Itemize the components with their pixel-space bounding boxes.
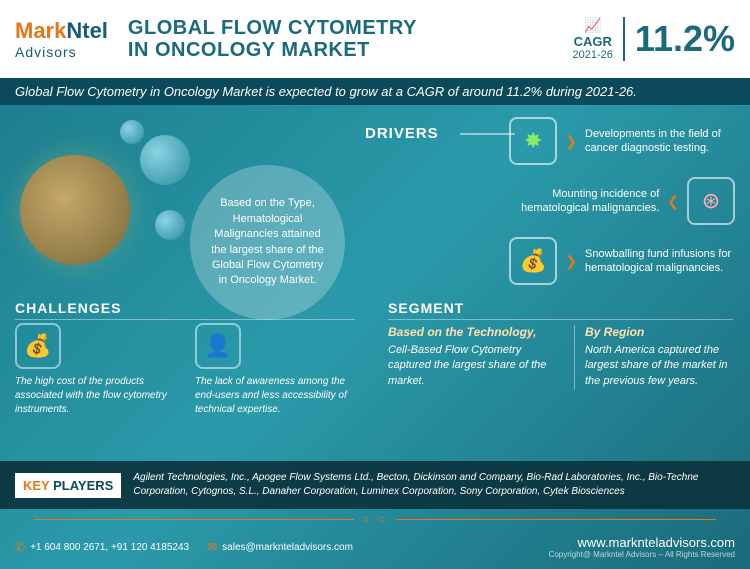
cell-small-icon bbox=[140, 135, 190, 185]
vertical-divider bbox=[574, 325, 575, 390]
bubble-text: Based on the Type, Hematological Maligna… bbox=[208, 196, 327, 288]
segment-heading: SEGMENT bbox=[388, 300, 733, 320]
main-content: Based on the Type, Hematological Maligna… bbox=[0, 105, 750, 395]
footer-right: www.marknteladvisors.com Copyright@ Mark… bbox=[549, 535, 735, 559]
blood-cells-icon: ⊛ bbox=[687, 177, 735, 225]
logo: MarkNtel Advisors bbox=[15, 18, 108, 60]
kp-players: PLAYERS bbox=[53, 478, 113, 493]
challenge-text-2: The lack of awareness among the end-user… bbox=[195, 375, 355, 417]
footer-url: www.marknteladvisors.com bbox=[549, 535, 735, 550]
key-players-list: Agilent Technologies, Inc., Apogee Flow … bbox=[133, 471, 735, 499]
chevron-right-icon: ❯ bbox=[565, 133, 577, 150]
cell-tiny-icon bbox=[120, 120, 144, 144]
logo-main: MarkNtel bbox=[15, 18, 108, 44]
cancer-cell-icon bbox=[20, 155, 130, 265]
email-text: sales@marknteladvisors.com bbox=[222, 542, 353, 553]
money-icon: 💰 bbox=[509, 237, 557, 285]
drivers-heading: DRIVERS bbox=[365, 125, 439, 142]
chevron-left-icon: ❮ bbox=[667, 193, 679, 210]
challenges-heading: CHALLENGES bbox=[15, 300, 355, 320]
challenge-text-1: The high cost of the products associated… bbox=[15, 375, 175, 417]
segment-text-2: North America captured the largest share… bbox=[585, 343, 733, 389]
driver-item-2: Mounting incidence of hematological mali… bbox=[509, 177, 735, 225]
title-block: GLOBAL FLOW CYTOMETRYIN ONCOLOGY MARKET bbox=[128, 17, 573, 61]
cagr-block: 📈 CAGR 2021-26 11.2% bbox=[573, 17, 735, 61]
segment-head-2: By Region bbox=[585, 325, 733, 339]
cagr-label: 📈 CAGR 2021-26 bbox=[573, 17, 625, 61]
title: GLOBAL FLOW CYTOMETRYIN ONCOLOGY MARKET bbox=[128, 17, 573, 61]
cell-tiny-icon bbox=[155, 210, 185, 240]
banner: Global Flow Cytometry in Oncology Market… bbox=[0, 78, 750, 105]
awareness-icon: 👤 bbox=[195, 323, 241, 369]
footer-phone: ✆ +1 604 800 2671, +91 120 4185243 bbox=[15, 540, 189, 554]
driver-text-1: Developments in the field of cancer diag… bbox=[585, 127, 735, 156]
footer-email: ✉ sales@marknteladvisors.com bbox=[207, 540, 353, 554]
driver-item-3: 💰 ❯ Snowballing fund infusions for hemat… bbox=[509, 237, 735, 285]
decorative-divider: ○ ○ bbox=[0, 512, 750, 526]
footer: ✆ +1 604 800 2671, +91 120 4185243 ✉ sal… bbox=[0, 529, 750, 569]
cagr-value: 11.2% bbox=[635, 18, 735, 60]
phone-text: +1 604 800 2671, +91 120 4185243 bbox=[30, 542, 189, 553]
virus-icon: ✸ bbox=[509, 117, 557, 165]
cagr-years: 2021-26 bbox=[573, 49, 613, 61]
header: MarkNtel Advisors GLOBAL FLOW CYTOMETRYI… bbox=[0, 0, 750, 78]
logo-part2: Ntel bbox=[66, 18, 108, 43]
logo-part1: Mark bbox=[15, 18, 66, 43]
kp-key: KEY bbox=[23, 478, 50, 493]
driver-text-3: Snowballing fund infusions for hematolog… bbox=[585, 247, 735, 276]
bottom-section: KEY PLAYERS Agilent Technologies, Inc., … bbox=[0, 461, 750, 569]
insight-bubble: Based on the Type, Hematological Maligna… bbox=[190, 165, 345, 320]
key-players-bar: KEY PLAYERS Agilent Technologies, Inc., … bbox=[0, 461, 750, 509]
segment-head-1: Based on the Technology, bbox=[388, 325, 563, 339]
challenge-item-1: 💰 The high cost of the products associat… bbox=[15, 323, 175, 417]
cost-icon: 💰 bbox=[15, 323, 61, 369]
challenge-item-2: 👤 The lack of awareness among the end-us… bbox=[195, 323, 355, 417]
segment-technology: Based on the Technology, Cell-Based Flow… bbox=[388, 325, 563, 389]
segment-text-1: Cell-Based Flow Cytometry captured the l… bbox=[388, 343, 563, 389]
chart-growth-icon: 📈 bbox=[584, 17, 601, 34]
email-icon: ✉ bbox=[207, 540, 217, 554]
cagr-text: CAGR bbox=[574, 34, 612, 49]
driver-text-2: Mounting incidence of hematological mali… bbox=[509, 187, 659, 216]
segment-region: By Region North America captured the lar… bbox=[585, 325, 733, 389]
divider-line bbox=[460, 133, 515, 135]
driver-item-1: ✸ ❯ Developments in the field of cancer … bbox=[509, 117, 735, 165]
key-players-label: KEY PLAYERS bbox=[15, 473, 121, 498]
footer-copyright: Copyright@ Markntel Advisors – All Right… bbox=[549, 550, 735, 559]
phone-icon: ✆ bbox=[15, 540, 25, 554]
logo-sub: Advisors bbox=[15, 44, 108, 60]
chevron-right-icon: ❯ bbox=[565, 253, 577, 270]
